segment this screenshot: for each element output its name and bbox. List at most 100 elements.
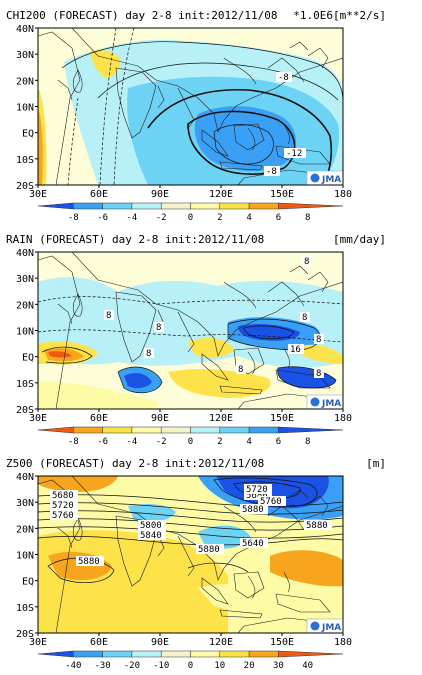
coastline <box>289 265 309 275</box>
colorbar: -8 -6 -4 -2 0 2 4 6 8 <box>37 426 344 447</box>
shaded-region <box>194 106 296 172</box>
contour-line <box>187 110 296 175</box>
contour-label-bg <box>236 364 246 374</box>
lat-tick-label: 10N <box>16 103 34 114</box>
colorbar-arrow-left <box>37 650 74 658</box>
contour-line <box>97 62 339 101</box>
colorbar-tick-label: -40 <box>65 661 81 671</box>
jma-credit: JMA <box>306 394 343 409</box>
lon-tick-label: 120E <box>209 189 233 200</box>
credit-text: JMA <box>321 175 341 185</box>
contour-line <box>243 325 295 340</box>
coastline <box>289 41 309 51</box>
contour-line <box>213 124 274 165</box>
lat-tick-label: 40N <box>16 248 34 259</box>
colorbar-arrow-right <box>278 202 344 210</box>
map-area: 5680572057605800584058805880588056405680… <box>38 476 343 633</box>
shaded-region <box>198 525 250 549</box>
lon-tick-label: 120E <box>209 413 233 424</box>
coastline <box>71 252 343 357</box>
contour-line <box>38 494 343 507</box>
contour-label-bg <box>50 510 78 520</box>
colorbar-tick-label: -20 <box>124 661 140 671</box>
contour-label: 5680 <box>52 491 74 501</box>
panel-unit: *1.0E6[m**2/s] <box>293 9 386 22</box>
lat-tick-label: 30N <box>16 274 34 285</box>
contour-label: 8 <box>302 313 307 323</box>
colorbar-swatch <box>73 650 103 658</box>
lon-tick-label: 30E <box>29 637 47 648</box>
lat-tick-label: EQ <box>22 129 34 140</box>
lon-tick-label: 60E <box>90 189 108 200</box>
contour-label: 16 <box>290 345 301 355</box>
coastline <box>71 28 343 133</box>
colorbar-tick-label: 0 <box>188 661 193 671</box>
colorbar-arrow-right <box>278 426 344 434</box>
contour-line <box>113 28 135 185</box>
lat-tick-label: 10S <box>16 379 34 390</box>
contour-label-bg <box>314 368 324 378</box>
jma-logo-icon <box>310 173 320 183</box>
lon-tick-label: 90E <box>151 413 169 424</box>
contour-label: 8 <box>106 311 111 321</box>
panel-z500: Z500 (FORECAST) day 2-8 init:2012/11/08 [… <box>6 457 386 671</box>
contour-label-bg <box>288 344 304 354</box>
contour-label: 5880 <box>242 505 264 515</box>
credit-text: JMA <box>321 623 341 633</box>
contour-label: 8 <box>156 323 161 333</box>
coastline <box>115 291 157 363</box>
contour-label-bg <box>154 322 164 332</box>
contour-label: 5800 <box>140 521 162 531</box>
colorbar-tick-label: -6 <box>97 213 108 223</box>
coastline <box>267 281 305 307</box>
colorbar-tick-label: 10 <box>214 661 225 671</box>
coastline <box>307 47 329 69</box>
contour-label-bg <box>304 520 332 530</box>
colorbar-tick-label: 40 <box>302 661 313 671</box>
credit-text: JMA <box>321 399 341 409</box>
shaded-region <box>38 108 43 185</box>
shaded-region <box>38 476 118 492</box>
contour-label-bg <box>284 148 306 158</box>
contour-label: 5680 <box>246 491 268 501</box>
lat-tick-label: 40N <box>16 24 34 35</box>
contour-label: -8 <box>278 73 289 83</box>
colorbar-swatch <box>219 202 250 210</box>
contour-label: -12 <box>286 149 302 159</box>
contour-label-bg <box>240 538 268 548</box>
coastline <box>57 303 73 325</box>
colorbar-arrow-right <box>278 650 344 658</box>
jma-logo-icon <box>310 621 320 631</box>
lon-tick-label: 90E <box>151 189 169 200</box>
contour-line <box>38 296 343 305</box>
contour-label-bg <box>50 500 78 510</box>
coastline <box>157 85 165 109</box>
lon-tick-label: 30E <box>29 189 47 200</box>
contour-line <box>38 526 343 539</box>
contour-line <box>47 557 115 583</box>
panel-rain: RAIN (FORECAST) day 2-8 init:2012/11/08 [… <box>6 233 386 447</box>
contour-label: 8 <box>304 257 309 267</box>
colorbar-tick-label: 8 <box>305 213 310 223</box>
coastline <box>201 571 265 619</box>
contour-label: 8 <box>316 369 321 379</box>
colorbar-tick-label: 4 <box>246 437 251 447</box>
contour-line <box>41 346 93 364</box>
colorbar-swatch <box>219 426 250 434</box>
coastline <box>223 57 257 85</box>
lat-tick-label: 10S <box>16 155 34 166</box>
lat-tick-label: 30N <box>16 498 34 509</box>
colorbar-tick-label: 30 <box>273 661 284 671</box>
contour-label-bg <box>314 334 324 344</box>
contour-label: 5880 <box>198 545 220 555</box>
contour-label-bg <box>240 504 268 514</box>
lat-tick-label: 10S <box>16 603 34 614</box>
shaded-region <box>90 50 121 78</box>
panel-chi200: CHI200 (FORECAST) day 2-8 init:2012/11/0… <box>6 9 386 223</box>
contour-label-bg <box>104 310 114 320</box>
jma-logo-icon <box>310 397 320 407</box>
contour-label: 5720 <box>52 501 74 511</box>
coastline <box>223 505 257 533</box>
colorbar-swatch <box>131 426 162 434</box>
